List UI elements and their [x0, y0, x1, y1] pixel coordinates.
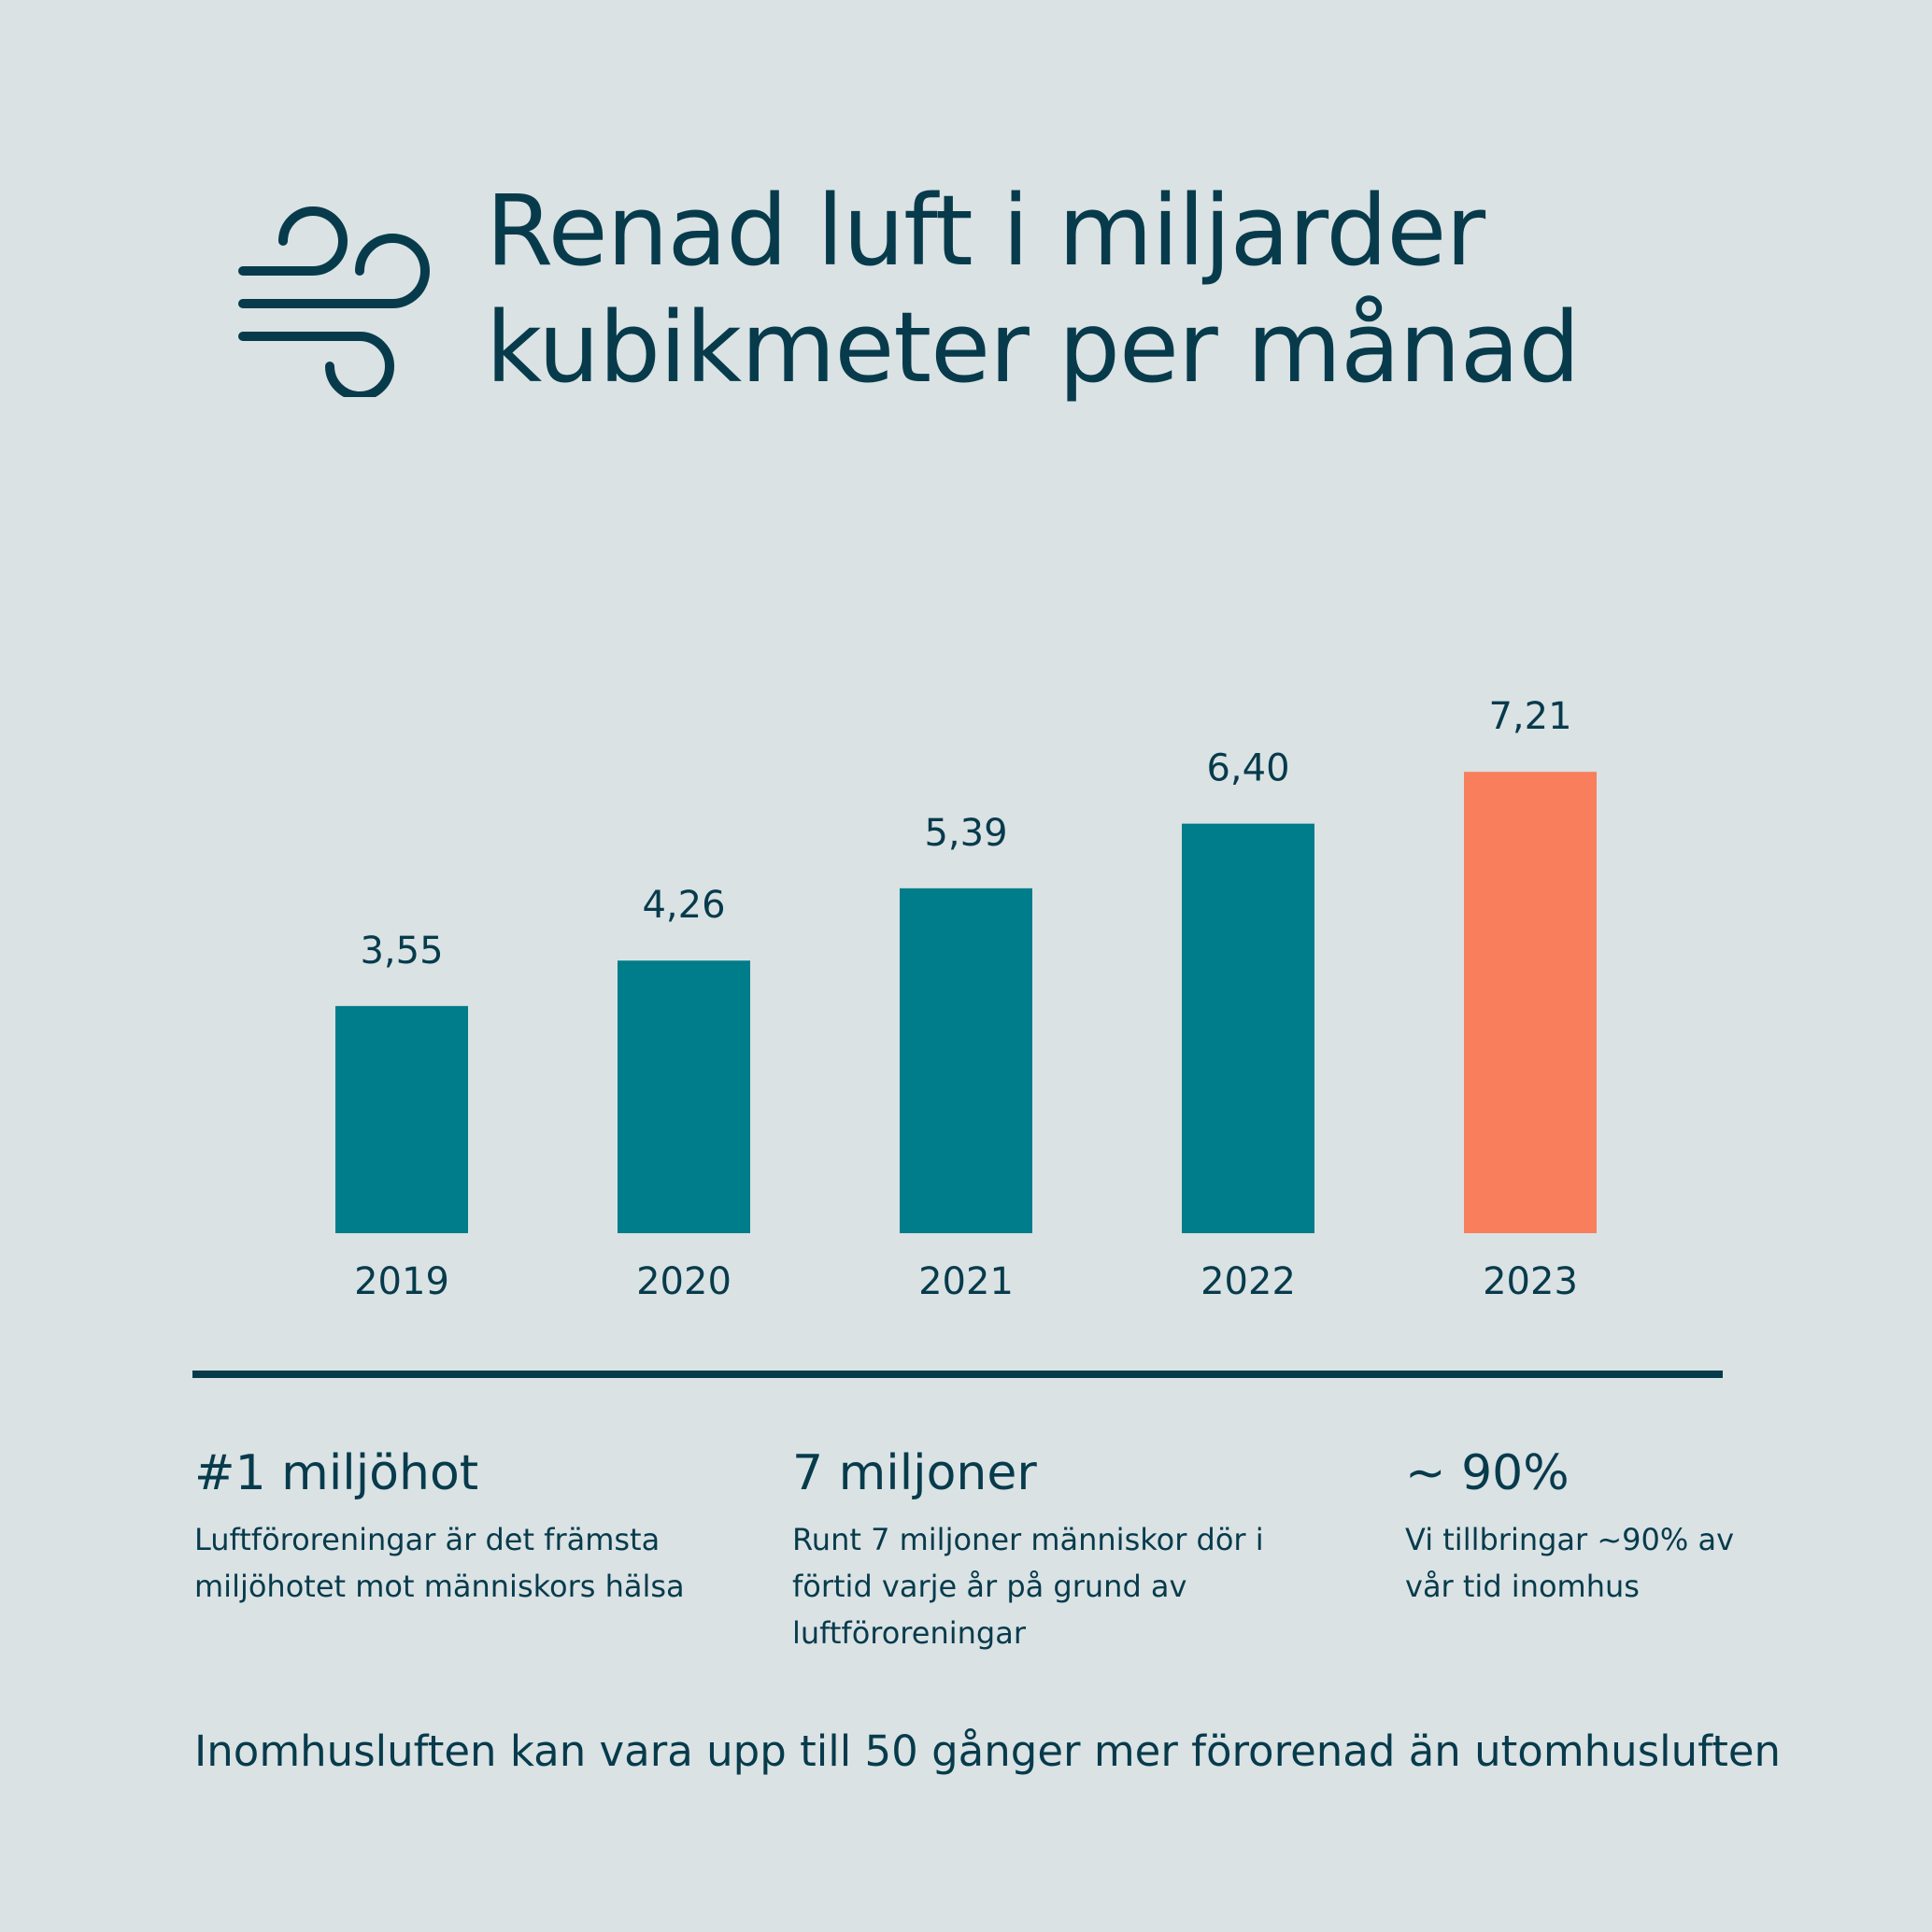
tick-label-2022: 2022 [1200, 1260, 1296, 1303]
stat-text: Luftföroreningar är det främsta miljöhot… [194, 1522, 685, 1604]
bar-chart: 3,55 4,26 5,39 6,40 7,21 2019 2020 2021 2022 202… [335, 695, 1597, 1303]
bars-group [335, 772, 1597, 1233]
tick-label-2021: 2021 [918, 1260, 1014, 1303]
title-line-2: kubikmeter per månad [486, 291, 1580, 405]
value-label-2021: 5,39 [924, 812, 1007, 855]
stat-heading: ~ 90% [1405, 1445, 1570, 1501]
stat-indoor-time: ~ 90% Vi tillbringar ~90% av vår tid ino… [1405, 1443, 1779, 1610]
tick-label-2023: 2023 [1483, 1260, 1578, 1303]
title-line-1: Renad luft i miljarder [486, 174, 1485, 288]
tick-label-2020: 2020 [636, 1260, 732, 1303]
value-label-2020: 4,26 [642, 884, 725, 927]
stat-heading: #1 miljöhot [194, 1445, 479, 1501]
bar-2023 [1464, 772, 1597, 1233]
tick-labels-group: 2019 2020 2021 2022 2023 [354, 1260, 1578, 1303]
stat-text: Vi tillbringar ~90% av vår tid inomhus [1405, 1522, 1735, 1604]
wind-icon [238, 206, 430, 397]
value-label-2023: 7,21 [1488, 695, 1571, 738]
footer-note: Inomhusluften kan vara upp till 50 gånge… [194, 1726, 1782, 1776]
header: Renad luft i miljarder kubikmeter per må… [192, 163, 1780, 425]
value-label-2019: 3,55 [360, 930, 443, 973]
bar-2020 [618, 960, 750, 1233]
bar-2022 [1182, 823, 1314, 1233]
stat-deaths: 7 miljoner Runt 7 miljoner människor dör… [792, 1443, 1315, 1656]
bar-2021 [900, 888, 1032, 1233]
page-title: Renad luft i miljarder kubikmeter per må… [486, 173, 1580, 406]
stat-environmental-threat: #1 miljöhot Luftföroreningar är det främ… [194, 1443, 717, 1610]
divider [192, 1371, 1723, 1378]
value-labels-group: 3,55 4,26 5,39 6,40 7,21 [360, 695, 1571, 973]
bar-2019 [335, 1005, 468, 1233]
value-label-2022: 6,40 [1206, 747, 1289, 790]
stat-heading: 7 miljoner [792, 1445, 1037, 1501]
stat-text: Runt 7 miljoner människor dör i förtid v… [792, 1522, 1264, 1651]
tick-label-2019: 2019 [354, 1260, 449, 1303]
